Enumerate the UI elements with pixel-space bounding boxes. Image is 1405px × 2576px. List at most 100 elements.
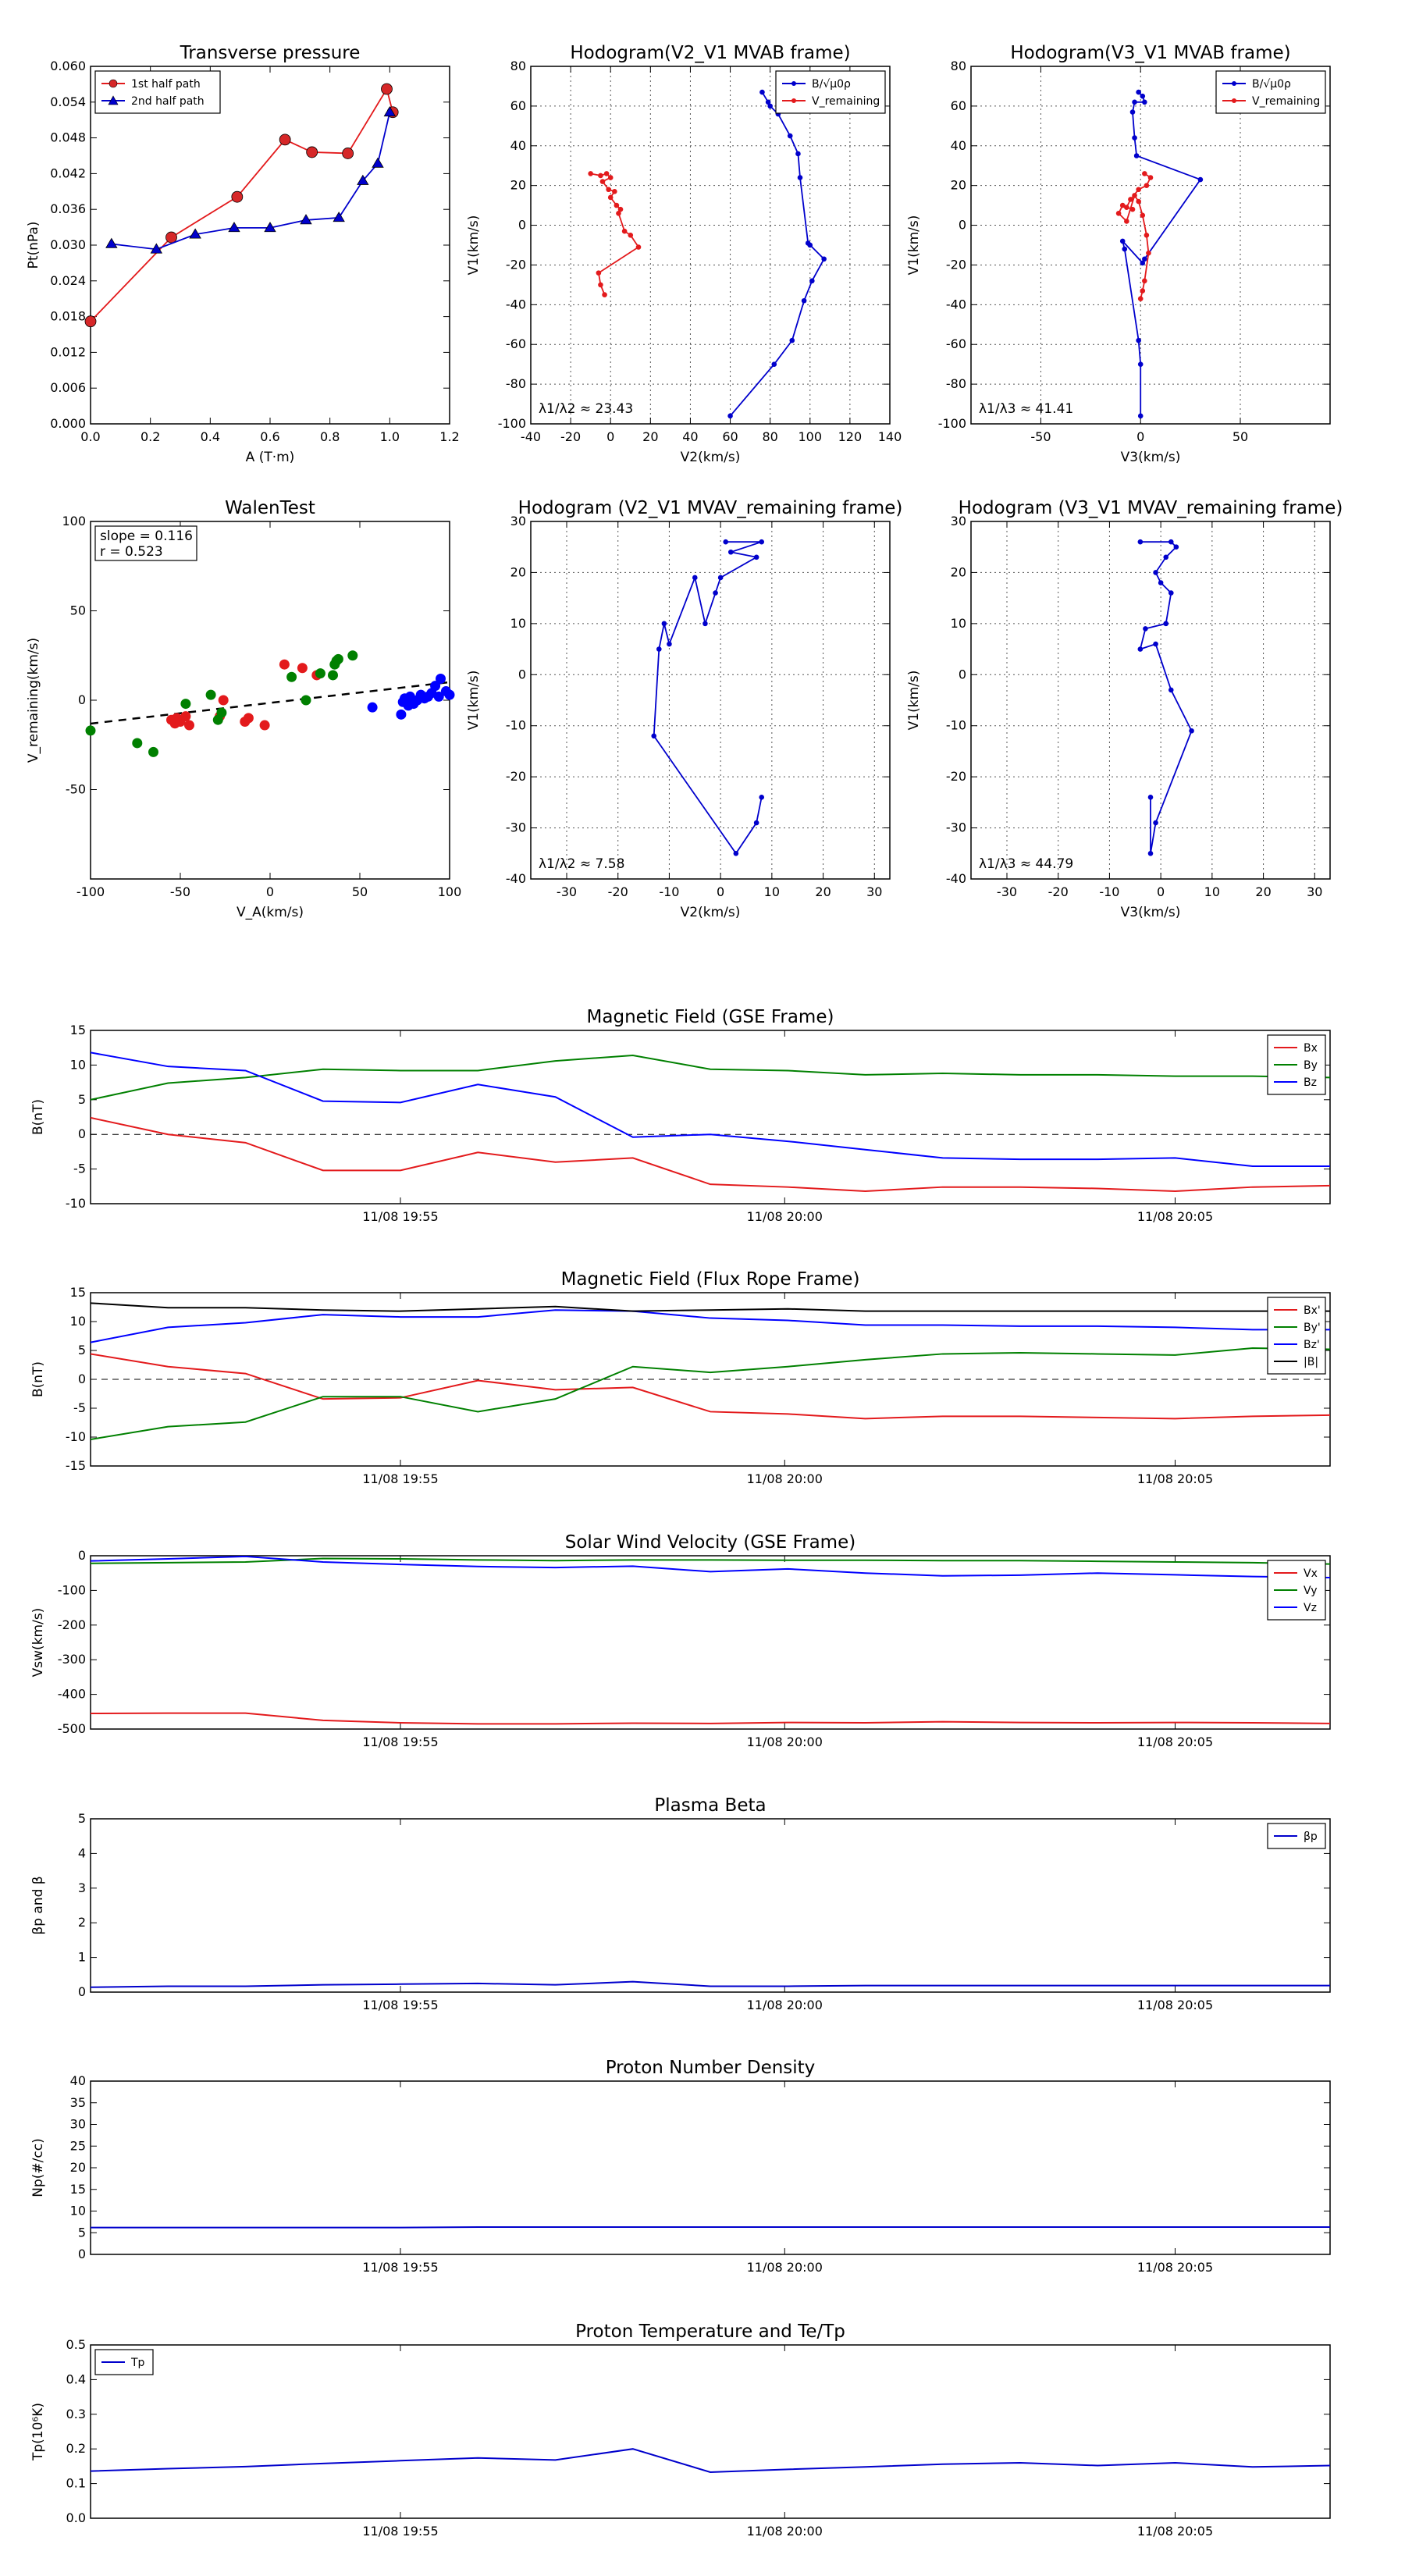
x-tick-label: 11/08 20:00 [747, 2260, 823, 2275]
x-tick-label: 11/08 19:55 [362, 1471, 438, 1486]
y-tick-label: 0.048 [50, 130, 86, 145]
y-tick-label: 15 [70, 1285, 86, 1300]
data-point [1129, 206, 1136, 212]
y-axis-label: V1(km/s) [466, 671, 482, 731]
data-point [1119, 202, 1126, 208]
x-tick-label: 40 [682, 429, 698, 444]
y-tick-label: -300 [58, 1652, 86, 1667]
y-tick-label: 80 [951, 59, 966, 73]
data-point [759, 89, 765, 95]
data-point [342, 148, 354, 159]
data-point [333, 653, 343, 664]
series-line [91, 1054, 1330, 1101]
y-tick-label: 0.042 [50, 165, 86, 180]
y-tick-label: 10 [510, 616, 526, 631]
annotation-text: slope = 0.116 [100, 528, 193, 544]
data-point [1136, 337, 1141, 343]
x-tick-label: 10 [764, 884, 780, 899]
data-point [286, 671, 297, 682]
series-line [91, 1712, 1330, 1725]
y-tick-label: 60 [951, 98, 966, 113]
data-point [1119, 238, 1126, 244]
data-point [628, 232, 634, 238]
data-point [771, 361, 777, 367]
series-2nd-half-path [105, 105, 397, 254]
y-tick-label: -5 [73, 1162, 86, 1176]
x-tick-label: 11/08 20:00 [747, 1998, 823, 2012]
data-point [1173, 544, 1179, 550]
chart-title: WalenTest [225, 498, 315, 518]
x-tick-label: 0.0 [80, 429, 100, 444]
y-tick-label: 0.1 [66, 2476, 86, 2491]
data-point [1147, 175, 1154, 180]
data-point [315, 668, 325, 679]
series-line [91, 1309, 1330, 1343]
annotation-text: λ1/λ3 ≈ 41.41 [979, 401, 1073, 417]
series-line [91, 2448, 1330, 2473]
x-tick-label: -30 [997, 884, 1017, 899]
series--b- [91, 1302, 1330, 1312]
data-point [205, 689, 216, 700]
data-point [279, 659, 290, 670]
legend-label: Bx' [1304, 1304, 1321, 1317]
y-tick-label: 30 [951, 514, 966, 528]
y-tick-label: 40 [510, 138, 526, 153]
x-tick-label: 0 [717, 884, 724, 899]
y-tick-label: -100 [498, 416, 526, 431]
x-tick-label: -20 [1048, 884, 1069, 899]
data-point [1115, 210, 1122, 216]
x-tick-label: 11/08 20:00 [747, 1471, 823, 1486]
legend-frame [1215, 70, 1326, 114]
legend: B/√μ0ρ V_remaining [1215, 70, 1326, 114]
series-line [1139, 541, 1193, 854]
y-tick-label: 0 [518, 667, 526, 681]
series-v-remaining [1115, 171, 1154, 302]
annotation-text: λ1/λ2 ≈ 23.43 [539, 401, 633, 417]
data-point [667, 641, 672, 647]
legend-label: By [1304, 1059, 1318, 1072]
series-tp [91, 2448, 1330, 2473]
plot-frame [90, 1030, 1331, 1204]
y-tick-label: -40 [946, 297, 966, 311]
data-point [1137, 646, 1144, 652]
data-point [692, 575, 698, 581]
legend-label: Vz [1304, 1602, 1317, 1614]
y-tick-label: 1 [78, 1950, 86, 1965]
x-tick-label: 10 [1204, 884, 1220, 899]
data-point [306, 146, 318, 158]
x-tick-label: 80 [762, 429, 777, 444]
y-axis-label: V1(km/s) [906, 215, 922, 276]
data-point [651, 733, 657, 739]
x-tick-label: 11/08 20:00 [747, 1209, 823, 1224]
data-point [297, 663, 308, 674]
y-tick-label: 10 [70, 1314, 86, 1329]
y-tick-label: -100 [58, 1582, 86, 1597]
chart-h2: -100 -80 -60 -40 -20 0 20 40 60 80 -50 0 50 Hodogram(… [906, 43, 1331, 465]
y-tick-label: 0 [78, 1548, 86, 1563]
x-tick-label: 11/08 20:00 [747, 2524, 823, 2539]
series-line [91, 1302, 1330, 1312]
y-tick-label: 80 [510, 59, 526, 73]
series-2 [367, 674, 455, 720]
legend-label: V_remaining [812, 95, 880, 108]
data-point [259, 720, 270, 731]
series-b-0- [727, 89, 827, 419]
y-tick-label: 0 [78, 1126, 86, 1141]
data-point [1153, 641, 1158, 647]
data-point [1163, 554, 1169, 560]
y-tick-label: 10 [70, 2204, 86, 2218]
plot-frame [970, 521, 1331, 880]
data-point [430, 681, 441, 692]
data-point [809, 278, 815, 284]
data-point [436, 674, 446, 685]
fit-line [91, 681, 450, 725]
data-point [1136, 187, 1141, 193]
chart-ts2: -15 -10 -5 0 5 10 15 11/08 19:55 11/08 20:00 11/0… [30, 1269, 1331, 1486]
legend: Vx Vy Vz [1267, 1560, 1326, 1621]
chart-title: Proton Number Density [606, 2058, 816, 2078]
series-b-0- [1119, 89, 1204, 419]
x-tick-label: 0 [606, 429, 614, 444]
data-point [635, 244, 642, 250]
legend-label: 2nd half path [131, 95, 205, 108]
data-point [218, 695, 229, 706]
